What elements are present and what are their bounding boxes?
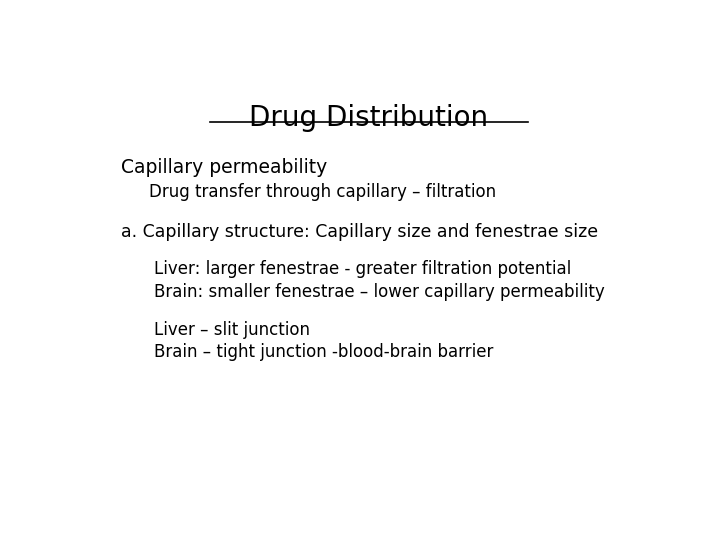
Text: Brain: smaller fenestrae – lower capillary permeability: Brain: smaller fenestrae – lower capilla…	[154, 283, 605, 301]
Text: Capillary permeability: Capillary permeability	[121, 158, 327, 177]
Text: Drug Distribution: Drug Distribution	[249, 104, 489, 132]
Text: Liver: larger fenestrae - greater filtration potential: Liver: larger fenestrae - greater filtra…	[154, 260, 572, 278]
Text: Liver – slit junction: Liver – slit junction	[154, 321, 310, 339]
Text: Brain – tight junction -blood-brain barrier: Brain – tight junction -blood-brain barr…	[154, 343, 493, 361]
Text: Drug transfer through capillary – filtration: Drug transfer through capillary – filtra…	[148, 183, 495, 201]
Text: a. Capillary structure: Capillary size and fenestrae size: a. Capillary structure: Capillary size a…	[121, 223, 598, 241]
